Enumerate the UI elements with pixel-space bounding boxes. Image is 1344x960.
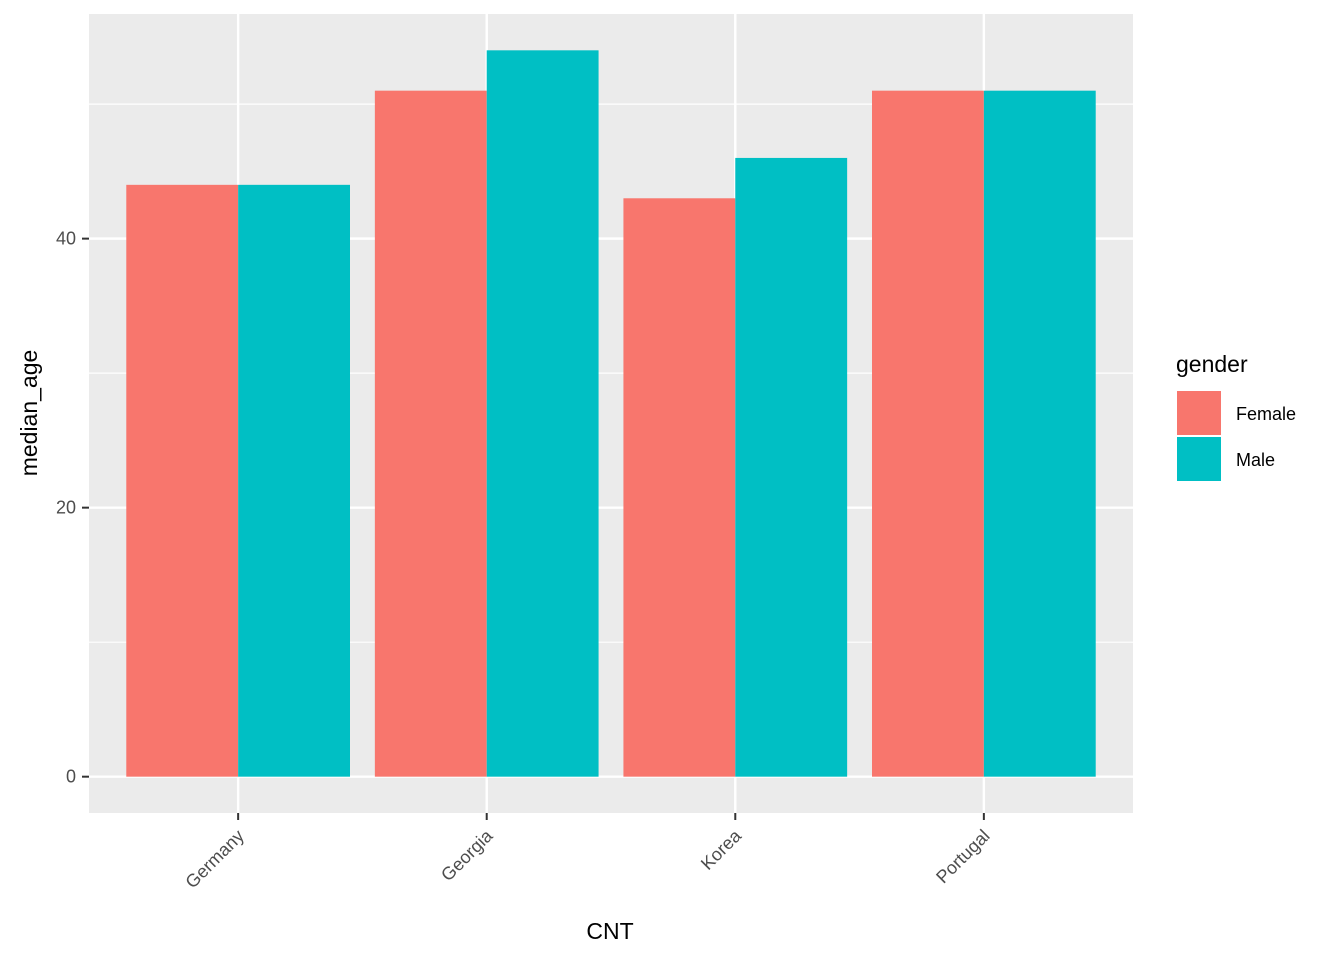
bar [623,198,736,777]
x-tick-label: Korea [697,825,746,874]
bar [735,157,848,777]
x-tick-label: Portugal [932,826,994,888]
bar [872,90,984,777]
legend-key [1175,389,1223,437]
bar [486,50,599,777]
y-tick-label: 0 [66,767,76,787]
bar [238,184,350,777]
legend-items: Female Male [1175,389,1296,483]
bar [374,90,487,777]
legend: gender Female Male [1175,351,1296,483]
legend-label: Male [1236,450,1275,470]
bar [983,90,1096,777]
y-tick-label: 20 [56,498,76,518]
y-axis: 0 20 40 [56,229,89,787]
legend-title: gender [1176,351,1248,377]
legend-key [1175,435,1223,483]
x-axis: Germany Georgia Korea Portugal [181,813,994,892]
y-axis-title: median_age [16,350,42,477]
x-tick-label: Georgia [437,825,497,885]
bar [126,184,239,777]
legend-label: Female [1236,404,1296,424]
x-tick-label: Germany [181,826,247,892]
x-axis-title: CNT [586,918,633,944]
y-tick-label: 40 [56,229,76,249]
bars [126,50,1096,777]
